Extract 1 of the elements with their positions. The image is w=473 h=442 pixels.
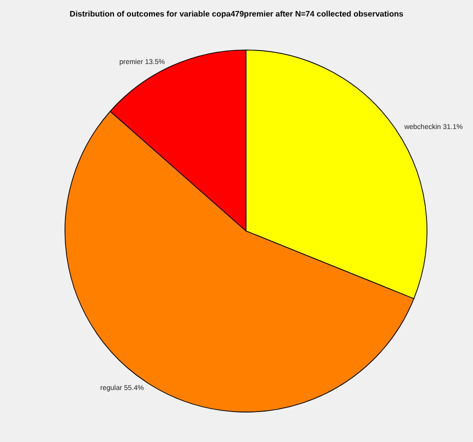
chart-title: Distribution of outcomes for variable copa479premier after N=74 collected observations (70, 10, 404, 18)
